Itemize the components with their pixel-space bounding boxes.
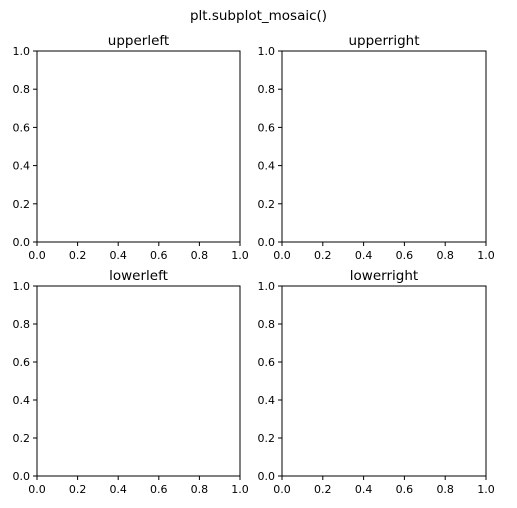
- x-tick-label-lowerright: 1.0: [477, 483, 495, 496]
- x-tick-label-upperleft: 0.8: [191, 249, 209, 262]
- y-tick-label-lowerright: 0.8: [258, 318, 276, 331]
- y-tick-label-upperright: 0.2: [258, 198, 276, 211]
- x-tick-label-upperleft: 0.4: [109, 249, 127, 262]
- x-tick-label-upperleft: 0.0: [28, 249, 46, 262]
- y-tick-label-upperright: 0.0: [258, 236, 276, 249]
- figure-suptitle: plt.subplot_mosaic(): [189, 8, 328, 24]
- y-tick-label-lowerleft: 0.2: [13, 432, 31, 445]
- x-tick-label-lowerright: 0.0: [273, 483, 291, 496]
- x-tick-label-upperright: 0.0: [273, 249, 291, 262]
- y-tick-label-upperright: 1.0: [258, 45, 276, 58]
- x-tick-label-lowerleft: 0.8: [191, 483, 209, 496]
- x-tick-label-lowerright: 0.8: [436, 483, 454, 496]
- y-tick-label-lowerleft: 0.8: [13, 318, 31, 331]
- y-tick-label-upperright: 0.8: [258, 83, 276, 96]
- axes-title-upperleft: upperleft: [108, 33, 169, 49]
- y-tick-label-upperleft: 0.8: [13, 83, 31, 96]
- y-tick-label-upperleft: 0.4: [13, 160, 31, 173]
- y-tick-label-lowerleft: 0.0: [13, 470, 31, 483]
- x-tick-label-lowerleft: 1.0: [231, 483, 249, 496]
- x-tick-label-upperleft: 1.0: [231, 249, 249, 262]
- y-tick-label-lowerright: 1.0: [258, 280, 276, 293]
- axes-frame-lowerright: [281, 285, 487, 477]
- y-tick-label-lowerleft: 0.6: [13, 356, 31, 369]
- x-tick-label-lowerright: 0.4: [355, 483, 373, 496]
- x-tick-label-lowerleft: 0.2: [69, 483, 87, 496]
- y-tick-label-lowerright: 0.6: [258, 356, 276, 369]
- y-tick-label-upperleft: 0.6: [13, 121, 31, 134]
- axes-upperleft: upperleft 0.0 0.2 0.4 0.6 0.8 1.0 0.0 0.2 0.4 0.6 0…: [13, 33, 249, 262]
- axes-title-lowerright: lowerright: [350, 268, 418, 284]
- x-tick-label-upperleft: 0.6: [150, 249, 168, 262]
- axes-frame-lowerleft: [36, 285, 241, 477]
- axes-upperright: upperright 0.0 0.2 0.4 0.6 0.8 1.0 0.0 0.2 0.4 0.6…: [258, 33, 495, 262]
- y-tick-label-upperleft: 1.0: [13, 45, 31, 58]
- x-tick-label-upperleft: 0.2: [69, 249, 87, 262]
- axes-frame-upperright: [281, 50, 487, 243]
- y-tick-label-lowerright: 0.0: [258, 470, 276, 483]
- y-tick-label-upperleft: 0.2: [13, 198, 31, 211]
- x-tick-label-lowerleft: 0.6: [150, 483, 168, 496]
- x-tick-label-upperright: 0.2: [314, 249, 332, 262]
- x-tick-label-upperright: 1.0: [477, 249, 495, 262]
- y-tick-label-upperleft: 0.0: [13, 236, 31, 249]
- x-tick-label-upperright: 0.4: [355, 249, 373, 262]
- y-tick-label-upperright: 0.6: [258, 121, 276, 134]
- y-tick-label-upperright: 0.4: [258, 160, 276, 173]
- x-tick-label-upperright: 0.6: [396, 249, 414, 262]
- x-tick-label-lowerright: 0.2: [314, 483, 332, 496]
- y-tick-label-lowerleft: 1.0: [13, 280, 31, 293]
- axes-frame-upperleft: [36, 50, 241, 243]
- axes-title-lowerleft: lowerleft: [109, 268, 168, 284]
- x-tick-label-lowerleft: 0.4: [109, 483, 127, 496]
- y-tick-label-lowerleft: 0.4: [13, 394, 31, 407]
- axes-lowerright: lowerright 0.0 0.2 0.4 0.6 0.8 1.0 0.0 0.2 0.4 0.6…: [258, 268, 495, 496]
- x-tick-label-upperright: 0.8: [436, 249, 454, 262]
- axes-lowerleft: lowerleft 0.0 0.2 0.4 0.6 0.8 1.0 0.0 0.2 0.4 0.6 0…: [13, 268, 249, 496]
- x-tick-label-lowerright: 0.6: [396, 483, 414, 496]
- y-tick-label-lowerright: 0.2: [258, 432, 276, 445]
- x-tick-label-lowerleft: 0.0: [28, 483, 46, 496]
- axes-title-upperright: upperright: [348, 33, 419, 49]
- y-tick-label-lowerright: 0.4: [258, 394, 276, 407]
